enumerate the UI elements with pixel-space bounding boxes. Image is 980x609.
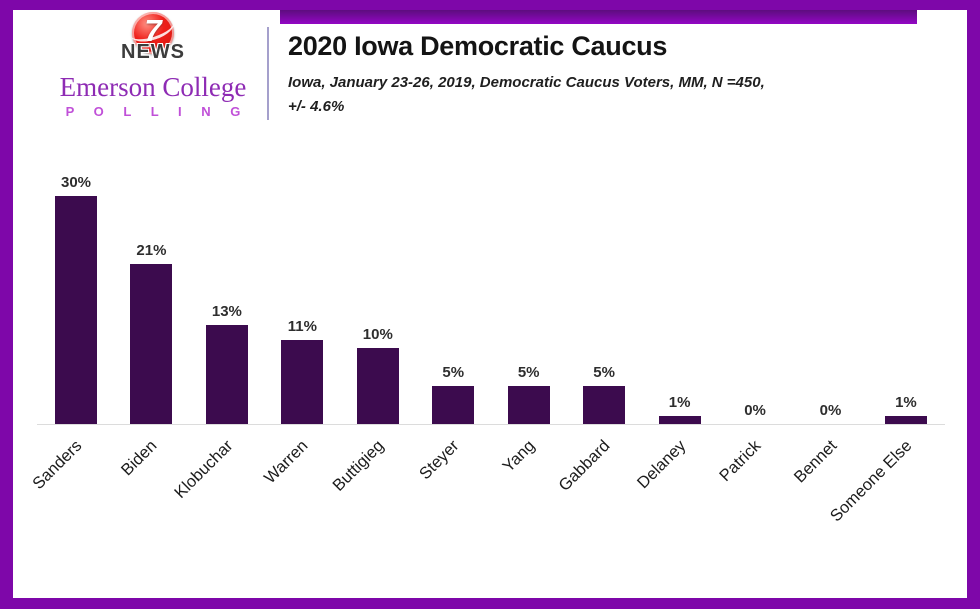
- bar: [583, 386, 626, 424]
- header-accent-strip: [280, 10, 917, 24]
- channel7-logo-icon: 7: [132, 12, 174, 54]
- bar-value-label: 30%: [60, 174, 92, 191]
- bar-value-label: 0%: [819, 402, 842, 419]
- bar-value-label: 10%: [362, 326, 393, 343]
- subtitle-line1: Iowa, January 23-26, 2019, Democratic Ca…: [288, 74, 765, 91]
- chart-area: 30% Sanders 21% Biden 13% Klobuchar 11% Warren 1…: [13, 10, 967, 598]
- header-divider: [267, 27, 269, 120]
- news-wordmark: NEWS: [121, 41, 185, 63]
- emerson-college-wordmark: Emerson College: [59, 72, 247, 102]
- bar-value-label: 5%: [442, 364, 465, 381]
- title-block: 2020 Iowa Democratic Caucus Iowa, Januar…: [288, 31, 908, 119]
- bar: [205, 325, 248, 424]
- polling-wordmark: P O L L I N G: [65, 104, 249, 119]
- bar: [507, 386, 550, 424]
- bar-value-label: 5%: [517, 364, 540, 381]
- bar: [130, 264, 173, 424]
- bar-value-label: 1%: [895, 394, 917, 411]
- bar-value-label: 13%: [211, 303, 242, 320]
- page-title: 2020 Iowa Democratic Caucus: [288, 31, 668, 61]
- bar: [658, 416, 701, 424]
- bar-value-label: 21%: [136, 242, 167, 259]
- poll-canvas: 7 NEWS Emerson College P O L L I N G 202…: [13, 10, 967, 598]
- bar: [884, 416, 927, 424]
- bar-value-label: 5%: [593, 364, 615, 381]
- bar-value-label: 1%: [668, 394, 691, 411]
- page-subtitle: Iowa, January 23-26, 2019, Democratic Ca…: [288, 71, 908, 119]
- bar-value-label: 11%: [287, 318, 317, 335]
- bar: [281, 340, 324, 424]
- bar: [356, 348, 399, 424]
- subtitle-line2: +/- 4.6%: [288, 98, 345, 115]
- bar: [55, 196, 97, 424]
- x-axis-line: [37, 424, 945, 425]
- bar: [432, 386, 475, 424]
- brand-block: 7 NEWS Emerson College P O L L I N G: [28, 10, 278, 119]
- bar-value-label: 0%: [744, 402, 766, 419]
